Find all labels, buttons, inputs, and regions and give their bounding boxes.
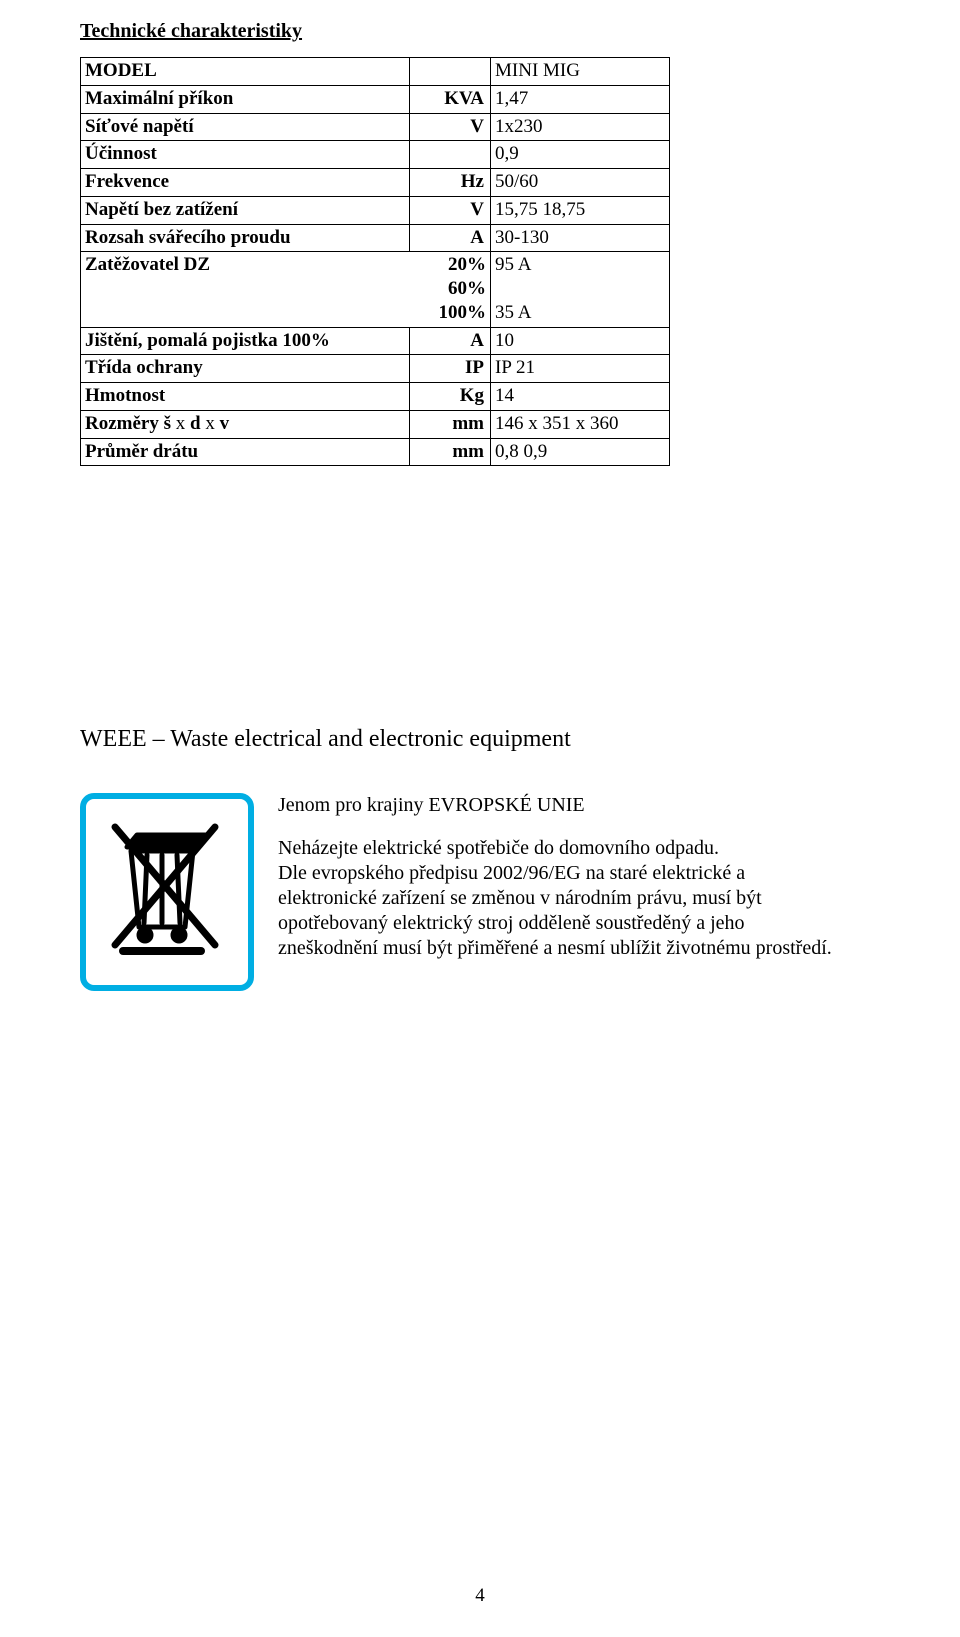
- table-cell-unit: A: [410, 327, 491, 355]
- table-cell-unit: [410, 58, 491, 86]
- table-cell-value: 30-130: [491, 224, 670, 252]
- table-row: Maximální příkonKVA1,47: [81, 85, 670, 113]
- page-number: 4: [0, 1585, 960, 1607]
- table-cell-unit: mm: [410, 410, 491, 438]
- weee-icon-box: [80, 793, 254, 991]
- table-row: Průměr drátumm0,8 0,9: [81, 438, 670, 466]
- table-cell-unit: KVA: [410, 85, 491, 113]
- table-cell-label: Maximální příkon: [81, 85, 410, 113]
- table-row: MODEL MINI MIG: [81, 58, 670, 86]
- table-cell-label: MODEL: [81, 58, 410, 86]
- table-row: Rozsah svářecího prouduA30-130: [81, 224, 670, 252]
- table-cell-label: Frekvence: [81, 169, 410, 197]
- table-cell-value: 95 A35 A: [491, 252, 670, 327]
- table-cell-value: 10: [491, 327, 670, 355]
- table-row: HmotnostKg14: [81, 383, 670, 411]
- table-row: Účinnost 0,9: [81, 141, 670, 169]
- table-row: Třída ochranyIPIP 21: [81, 355, 670, 383]
- table-cell-value: 1x230: [491, 113, 670, 141]
- weee-para-1: Jenom pro krajiny EVROPSKÉ UNIE: [278, 793, 838, 818]
- table-cell-value: 15,75 18,75: [491, 196, 670, 224]
- table-cell-value: 0,9: [491, 141, 670, 169]
- table-cell-value: MINI MIG: [491, 58, 670, 86]
- table-cell-value: 1,47: [491, 85, 670, 113]
- table-cell-label: Napětí bez zatížení: [81, 196, 410, 224]
- table-cell-unit: V: [410, 196, 491, 224]
- table-cell-label: Hmotnost: [81, 383, 410, 411]
- section-title: Technické charakteristiky: [80, 20, 880, 43]
- table-cell-value: 50/60: [491, 169, 670, 197]
- table-row: Síťové napětíV1x230: [81, 113, 670, 141]
- table-cell-label: Účinnost: [81, 141, 410, 169]
- weee-text: Jenom pro krajiny EVROPSKÉ UNIE Neházejt…: [278, 793, 838, 961]
- table-cell-unit: [410, 141, 491, 169]
- table-row: FrekvenceHz50/60: [81, 169, 670, 197]
- table-cell-label: Průměr drátu: [81, 438, 410, 466]
- table-cell-label: Rozsah svářecího proudu: [81, 224, 410, 252]
- table-cell-unit: Hz: [410, 169, 491, 197]
- table-cell-unit: V: [410, 113, 491, 141]
- table-cell-value: IP 21: [491, 355, 670, 383]
- weee-bin-icon: [107, 817, 227, 967]
- weee-block: Jenom pro krajiny EVROPSKÉ UNIE Neházejt…: [80, 793, 880, 991]
- table-cell-label: Jištění, pomalá pojistka 100%: [81, 327, 410, 355]
- table-row: Rozměry š x d x vmm146 x 351 x 360: [81, 410, 670, 438]
- page: Technické charakteristiky MODELMINI MIGM…: [0, 0, 960, 1637]
- table-cell-label: Rozměry š x d x v: [81, 410, 410, 438]
- table-row: Jištění, pomalá pojistka 100%A10: [81, 327, 670, 355]
- table-row: Zatěžovatel DZ20%60%100%95 A35 A: [81, 252, 670, 327]
- spec-table: MODELMINI MIGMaximální příkonKVA1,47Síťo…: [80, 57, 670, 466]
- weee-para-2: Neházejte elektrické spotřebiče do domov…: [278, 836, 838, 961]
- table-cell-label: Třída ochrany: [81, 355, 410, 383]
- table-cell-unit: Kg: [410, 383, 491, 411]
- table-cell-value: 146 x 351 x 360: [491, 410, 670, 438]
- table-cell-value: 0,8 0,9: [491, 438, 670, 466]
- table-cell-unit: A: [410, 224, 491, 252]
- table-cell-unit: mm: [410, 438, 491, 466]
- table-cell-value: 14: [491, 383, 670, 411]
- weee-heading: WEEE – Waste electrical and electronic e…: [80, 726, 880, 753]
- table-cell-label: Síťové napětí: [81, 113, 410, 141]
- table-cell-label: Zatěžovatel DZ20%60%100%: [81, 252, 491, 327]
- table-row: Napětí bez zatíženíV15,75 18,75: [81, 196, 670, 224]
- table-cell-unit: IP: [410, 355, 491, 383]
